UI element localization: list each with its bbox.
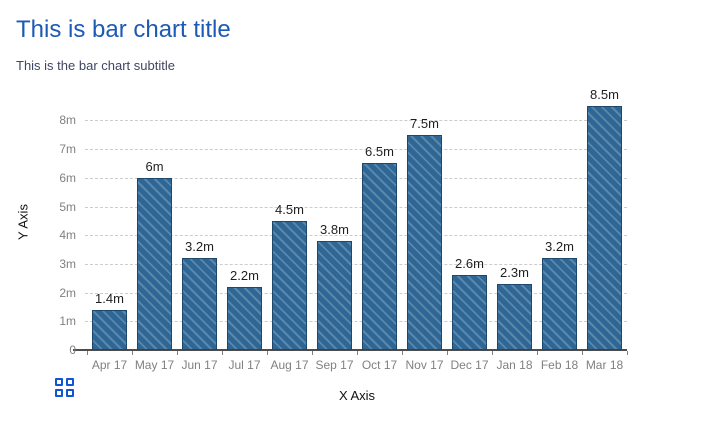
x-tick-label: Mar 18 [585,358,624,372]
grid-menu-icon-square [55,378,63,386]
x-axis-line [73,349,627,351]
x-tick-label: Sep 17 [315,358,354,372]
gridline [85,263,627,265]
x-tick-label: May 17 [134,358,175,372]
y-tick-label: 1m [59,314,76,329]
x-tick-label: Feb 18 [540,358,579,372]
x-tick-mark [222,351,223,355]
x-tick-label: Nov 17 [405,358,444,372]
bar-value-label: 2.6m [455,256,484,272]
grid-menu-icon-square [55,389,63,397]
x-tick-mark [132,351,133,355]
y-axis-title: Y Axis [15,204,31,240]
gridline [85,321,627,323]
chart-subtitle: This is the bar chart subtitle [16,58,175,73]
chart-title: This is bar chart title [16,16,231,43]
x-tick-label: Oct 17 [361,358,398,372]
bar-value-label: 3.2m [185,239,214,255]
x-tick-label: Aug 17 [270,358,309,372]
y-tick-label: 5m [59,199,76,214]
grid-menu-icon-square [66,389,74,397]
x-tick-mark [357,351,358,355]
x-tick-mark [537,351,538,355]
y-tick-label: 6m [59,170,76,185]
bar-apr-17[interactable] [92,309,127,350]
bar-value-label: 2.3m [500,264,529,280]
x-tick-mark [402,351,403,355]
bar-value-label: 6.5m [365,144,394,160]
x-tick-mark [492,351,493,355]
x-tick-mark [267,351,268,355]
bar-feb-18[interactable] [542,258,577,350]
x-tick-label: Jul 17 [228,358,261,372]
bar-nov-17[interactable] [407,134,442,350]
bar-mar-18[interactable] [587,106,622,350]
x-tick-mark [627,351,628,355]
bar-value-label: 8.5m [590,87,619,103]
bar-value-label: 6m [145,158,164,174]
bar-value-label: 1.4m [95,290,124,306]
gridline [85,120,627,122]
x-tick-mark [582,351,583,355]
y-tick-label: 3m [59,256,76,271]
bar-sep-17[interactable] [317,240,352,350]
bar-value-label: 3.8m [320,221,349,237]
bar-jan-18[interactable] [497,283,532,350]
bar-dec-17[interactable] [452,275,487,350]
gridline [85,292,627,294]
y-tick-label: 4m [59,228,76,243]
y-tick-label: 8m [59,113,76,128]
x-tick-mark [87,351,88,355]
x-tick-mark [312,351,313,355]
x-tick-label: Jan 18 [496,358,533,372]
bar-may-17[interactable] [137,177,172,350]
y-tick-label: 2m [59,285,76,300]
bar-value-label: 3.2m [545,239,574,255]
x-tick-label: Apr 17 [91,358,128,372]
x-axis-title: X Axis [338,388,376,403]
bar-jun-17[interactable] [182,258,217,350]
grid-menu-icon[interactable] [55,378,74,397]
x-tick-label: Dec 17 [450,358,489,372]
x-tick-mark [447,351,448,355]
y-tick-label: 7m [59,142,76,157]
gridline [85,177,627,179]
gridline [85,149,627,151]
gridline [85,206,627,208]
bar-oct-17[interactable] [362,163,397,350]
bar-value-label: 2.2m [230,267,259,283]
x-tick-mark [177,351,178,355]
y-tick-label: 0 [69,343,76,357]
bar-value-label: 4.5m [275,201,304,217]
x-tick-label: Jun 17 [181,358,218,372]
grid-menu-icon-square [66,378,74,386]
gridline [85,235,627,237]
bar-aug-17[interactable] [272,220,307,350]
bar-value-label: 7.5m [410,115,439,131]
bar-jul-17[interactable] [227,286,262,350]
